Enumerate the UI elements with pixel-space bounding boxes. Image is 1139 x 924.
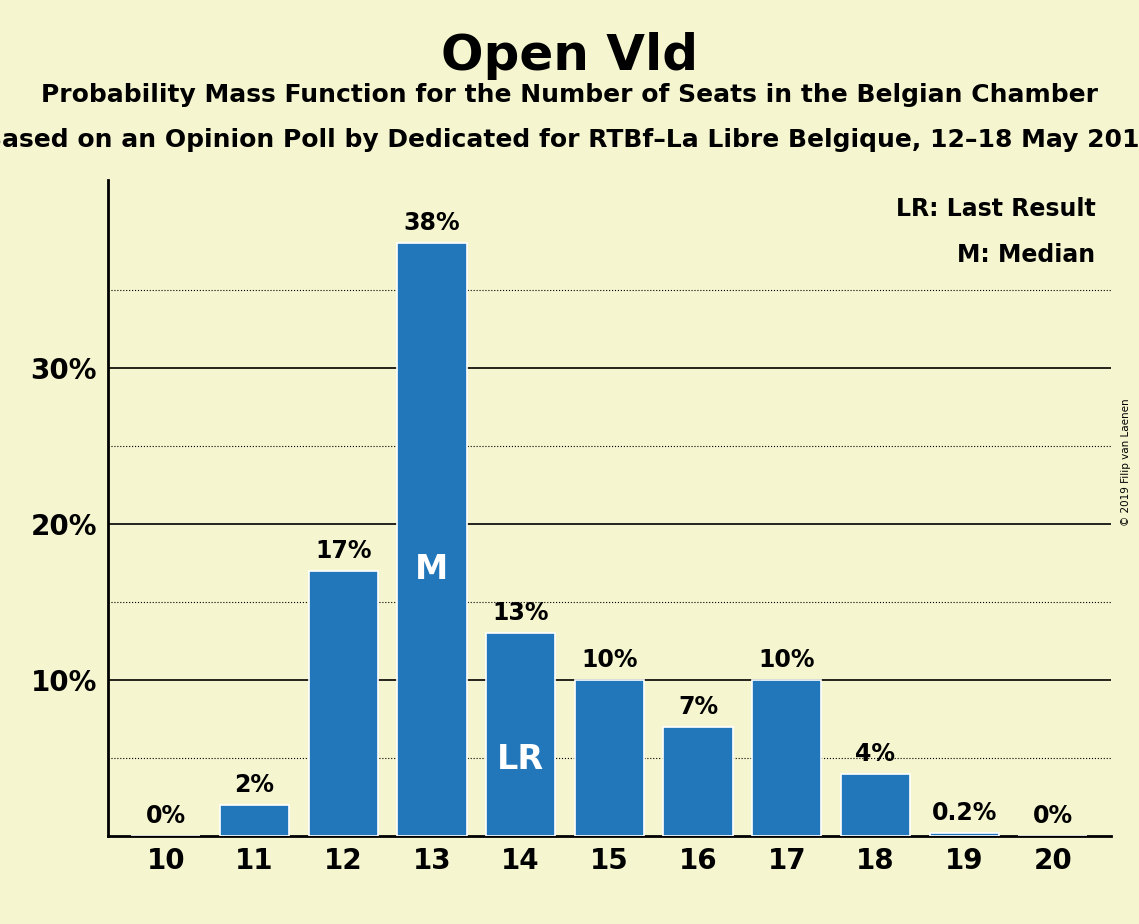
Bar [929,833,999,836]
Text: Probability Mass Function for the Number of Seats in the Belgian Chamber: Probability Mass Function for the Number… [41,83,1098,107]
Bar [220,805,289,836]
Bar [664,727,732,836]
Text: 13%: 13% [492,602,549,626]
Text: 10%: 10% [581,649,638,673]
Text: 17%: 17% [316,539,371,563]
Text: 4%: 4% [855,742,895,766]
Text: 2%: 2% [235,773,274,797]
Bar [841,773,910,836]
Text: © 2019 Filip van Laenen: © 2019 Filip van Laenen [1121,398,1131,526]
Bar [486,633,555,836]
Bar [398,243,467,836]
Bar [309,571,378,836]
Text: LR: LR [497,743,544,775]
Text: M: M [416,553,449,586]
Text: LR: Last Result: LR: Last Result [895,197,1096,221]
Text: 10%: 10% [759,649,816,673]
Bar [575,680,644,836]
Text: 0.2%: 0.2% [932,801,997,825]
Text: 0%: 0% [1033,805,1073,829]
Text: 0%: 0% [146,805,186,829]
Text: Open Vld: Open Vld [441,32,698,80]
Bar [752,680,821,836]
Text: Based on an Opinion Poll by Dedicated for RTBf–La Libre Belgique, 12–18 May 2015: Based on an Opinion Poll by Dedicated fo… [0,128,1139,152]
Text: 7%: 7% [678,695,718,719]
Text: M: Median: M: Median [958,242,1096,266]
Text: 38%: 38% [403,211,460,235]
